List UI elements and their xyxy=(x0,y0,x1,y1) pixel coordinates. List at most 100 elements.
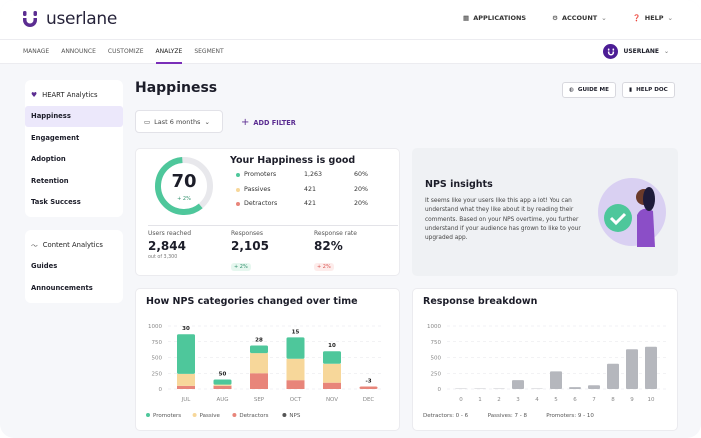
row-label: Promoters xyxy=(244,171,277,178)
help-label: HELP xyxy=(644,14,664,22)
stat-value: 2,105 xyxy=(231,239,269,253)
row-count: 421 xyxy=(304,185,317,193)
nav-customize[interactable]: CUSTOMIZE xyxy=(107,48,144,55)
heart-icon: ♥ xyxy=(31,90,38,99)
trend-icon: 〜 xyxy=(31,241,38,250)
page-title: Happiness xyxy=(135,80,218,96)
nps-label: 28 xyxy=(255,338,263,344)
bar xyxy=(607,363,619,389)
help-icon: ❓ xyxy=(632,14,641,22)
bar-passive xyxy=(286,358,305,381)
sidebar-heading-content: 〜 Content Analytics xyxy=(25,234,123,256)
heading-label: HEART Analytics xyxy=(42,90,98,99)
add-filter-button[interactable]: + ADD FILTER xyxy=(241,117,296,128)
x-tick-label: DEC xyxy=(363,397,375,403)
row-count: 1,263 xyxy=(304,171,323,178)
sidebar-item-task-success[interactable]: Task Success xyxy=(31,198,81,207)
sidebar-item-happiness[interactable]: Happiness xyxy=(25,105,123,127)
sidebar-item-retention[interactable]: Retention xyxy=(31,176,69,185)
happiness-row-promoters: Promoters 1,263 60% xyxy=(236,171,376,180)
bar-promoters xyxy=(323,351,341,364)
response-breakdown-card: Response breakdown 0 250 500 750 1000 0 1 2 3 4 5 6… xyxy=(412,288,678,431)
sidebar-item-announcements[interactable]: Announcements xyxy=(31,283,93,292)
sidebar-item-engagement[interactable]: Engagement xyxy=(31,133,80,142)
bar-promoters xyxy=(177,334,195,374)
legend-dot-icon xyxy=(236,202,240,206)
sidebar-heart: ♥ HEART Analytics Happiness Engagement Ad… xyxy=(25,80,123,217)
sidebar-item-adoption[interactable]: Adoption xyxy=(31,155,66,164)
nps-over-time-card: How NPS categories changed over time 0 25… xyxy=(135,288,400,431)
happiness-row-detractors: Detractors 421 20% xyxy=(236,200,376,209)
nav-segment[interactable]: SEGMENT xyxy=(194,48,224,55)
bar xyxy=(512,380,524,389)
chevron-down-icon: ⌄ xyxy=(601,14,607,22)
chevron-down-icon: ⌄ xyxy=(667,14,673,22)
bar-passive xyxy=(250,353,268,374)
avatar xyxy=(603,44,619,59)
y-tick-label: 0 xyxy=(438,387,442,393)
response-breakdown-chart: 0 250 500 750 1000 0 1 2 3 4 5 6 7 8 9 10 Detractors: 0 … xyxy=(423,324,669,419)
x-tick-label: 6 xyxy=(573,397,577,403)
stat-label: Response rate xyxy=(314,230,357,237)
account-label: ACCOUNT xyxy=(561,14,598,22)
bar xyxy=(626,349,638,389)
legend-dot-icon xyxy=(146,413,150,417)
x-tick-label: OCT xyxy=(290,397,302,403)
legend-label: Promoters: 9 - 10 xyxy=(546,413,594,419)
nav-manage[interactable]: MANAGE xyxy=(23,48,50,55)
bar-passive xyxy=(213,384,232,386)
sidebar-item-guides[interactable]: Guides xyxy=(31,262,58,271)
legend-label: Promoters xyxy=(153,413,181,419)
bar-detractors xyxy=(359,386,378,389)
sidebar-heading-heart: ♥ HEART Analytics xyxy=(25,84,123,106)
nps-score: 70 xyxy=(171,171,197,192)
nps-score-change: + 2% xyxy=(177,196,191,202)
insights-text: It seems like your users like this app a… xyxy=(425,198,581,242)
date-range-select[interactable]: ▭ Last 6 months ⌄ xyxy=(135,110,223,133)
bar-promoters xyxy=(213,379,232,385)
nav-announce[interactable]: ANNOUNCE xyxy=(61,48,96,55)
happiness-card: 70 + 2% Your Happiness is good Promoters… xyxy=(135,148,400,276)
help-menu[interactable]: ❓ HELP ⌄ xyxy=(633,14,673,22)
account-menu[interactable]: ⚙ ACCOUNT ⌄ xyxy=(552,14,607,22)
help-doc-button[interactable]: ▮ HELP DOC xyxy=(622,82,675,98)
calendar-icon: ▭ xyxy=(144,117,151,126)
guide-me-button[interactable]: ◍ GUIDE ME xyxy=(562,82,616,98)
bar-detractors xyxy=(250,373,268,389)
y-tick-label: 250 xyxy=(152,371,163,377)
y-tick-label: 250 xyxy=(431,371,442,377)
row-percent: 60% xyxy=(354,171,368,178)
stat-change-badge: + 2% xyxy=(314,263,334,271)
happiness-title: Your Happiness is good xyxy=(230,155,356,166)
y-tick-label: 750 xyxy=(152,340,163,346)
bar-passive xyxy=(323,363,341,383)
row-label: Passives xyxy=(244,185,271,193)
bar-detractors xyxy=(213,385,232,389)
y-tick-label: 750 xyxy=(431,340,442,346)
stat-change-badge: + 2% xyxy=(231,263,251,271)
x-tick-label: 4 xyxy=(535,397,539,403)
account-switcher[interactable]: USERLANE ⌄ xyxy=(603,44,669,59)
nav-analyze[interactable]: ANALYZE xyxy=(155,48,182,64)
x-tick-label: 7 xyxy=(592,397,596,403)
applications-menu[interactable]: ▦ APPLICATIONS xyxy=(463,14,526,22)
x-tick-label: AUG xyxy=(216,397,228,403)
bar-detractors xyxy=(323,382,341,389)
compass-icon: ◍ xyxy=(569,87,574,93)
y-tick-label: 1000 xyxy=(427,324,441,330)
stat-label: Users reached xyxy=(148,230,192,237)
bar xyxy=(645,346,657,389)
logo[interactable]: userlane xyxy=(22,9,117,29)
nps-label: 30 xyxy=(182,326,190,332)
legend-dot-icon xyxy=(236,173,240,177)
plus-icon: + xyxy=(241,117,250,128)
x-tick-label: 2 xyxy=(497,397,501,403)
legend-dot-icon xyxy=(232,413,237,417)
x-tick-label: 10 xyxy=(648,397,655,403)
legend-dot-icon xyxy=(236,187,240,192)
stat-value: 2,844 xyxy=(148,239,186,253)
chart2-title: Response breakdown xyxy=(423,296,538,307)
stat-responses: Responses 2,105 + 2% xyxy=(231,225,315,272)
date-range-value: Last 6 months xyxy=(154,117,201,126)
bar-promoters xyxy=(286,337,305,359)
